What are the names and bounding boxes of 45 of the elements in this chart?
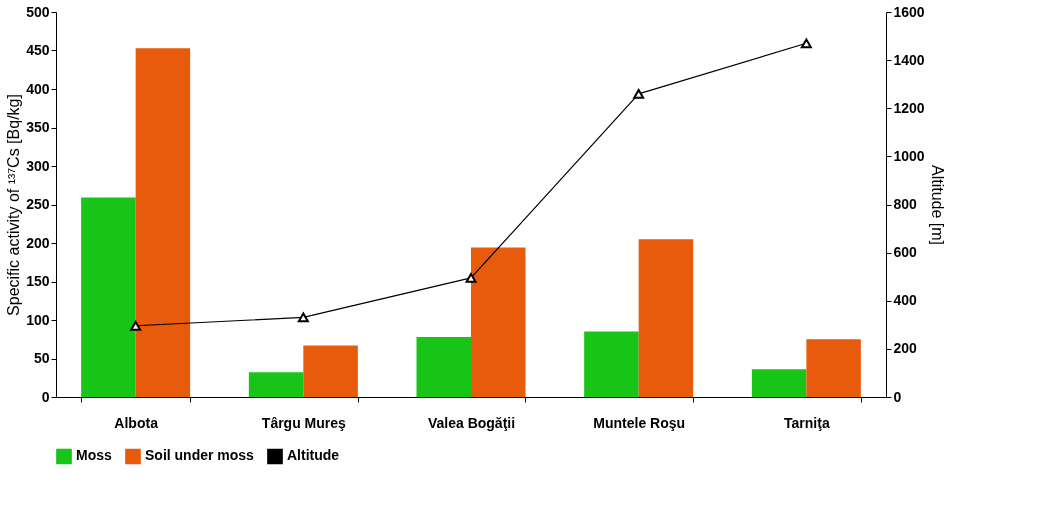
bar bbox=[81, 197, 136, 397]
y2-tick-label: 400 bbox=[893, 292, 918, 309]
y-tick-label: 200 bbox=[26, 234, 50, 251]
bar bbox=[416, 336, 471, 397]
y2-tick-label: 1200 bbox=[893, 99, 925, 116]
y2-tick-label: 0 bbox=[893, 388, 902, 405]
y2-tick-label: 1400 bbox=[893, 51, 925, 68]
y-tick-label: 250 bbox=[26, 196, 50, 212]
x-tick-label: Târgu Mureş bbox=[261, 414, 347, 431]
legend-label: Altitude bbox=[287, 447, 340, 464]
bar bbox=[806, 339, 861, 397]
bar bbox=[135, 48, 191, 397]
y-tick-label: 400 bbox=[26, 80, 50, 97]
bar bbox=[584, 331, 639, 397]
y-tick-label: 0 bbox=[41, 388, 50, 405]
point bbox=[465, 273, 477, 283]
bar bbox=[751, 369, 807, 397]
y-tick-label: 450 bbox=[26, 42, 50, 58]
x-tick-label: Muntele Roşu bbox=[593, 414, 686, 431]
y-axis-title: Specific activity of ¹³⁷Cs [Bq/kg] bbox=[5, 94, 23, 316]
point bbox=[130, 320, 142, 331]
x-tick-label: Albota bbox=[114, 414, 159, 431]
y2-tick-label: 800 bbox=[893, 196, 918, 212]
y2-tick-label: 600 bbox=[893, 244, 918, 261]
point bbox=[633, 88, 645, 99]
y-tick-label: 50 bbox=[33, 350, 50, 366]
bar bbox=[303, 345, 358, 397]
y2-tick-label: 1000 bbox=[893, 147, 925, 164]
y-tick-label: 100 bbox=[26, 311, 50, 328]
x-tick-label: Tarniţa bbox=[784, 414, 830, 431]
bar bbox=[638, 239, 694, 397]
y2-axis-title: Altitude [m] bbox=[928, 164, 946, 246]
y-tick-label: 350 bbox=[26, 119, 50, 135]
y-tick-label: 150 bbox=[26, 273, 50, 289]
y2-tick-label: 200 bbox=[893, 340, 918, 357]
x-tick-label: Valea Bogăţii bbox=[427, 414, 516, 431]
legend-label: Moss bbox=[76, 447, 112, 464]
y-tick-label: 300 bbox=[26, 157, 50, 174]
legend-label: Soil under moss bbox=[145, 447, 255, 464]
y2-tick-label: 1600 bbox=[893, 3, 925, 20]
y-tick-label: 500 bbox=[26, 3, 50, 20]
bar bbox=[248, 372, 304, 397]
bar bbox=[471, 247, 526, 397]
point bbox=[800, 38, 812, 49]
point bbox=[297, 312, 309, 323]
